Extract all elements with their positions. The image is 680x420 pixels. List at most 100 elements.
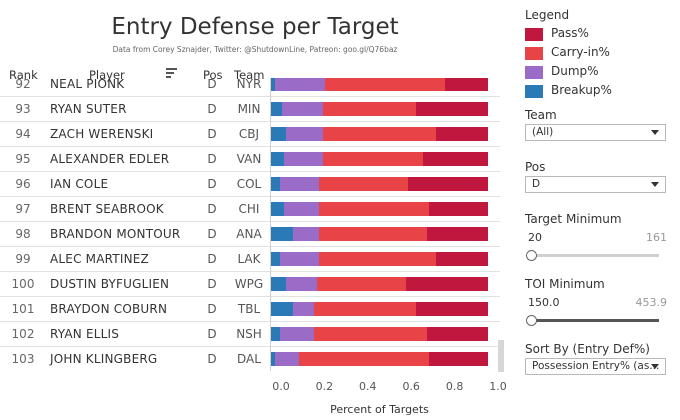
bar-segment-pass[interactable] bbox=[435, 127, 488, 141]
bar-segment-breakup[interactable] bbox=[271, 202, 285, 216]
table-row[interactable]: 97 BRENT SEABROOK D CHI bbox=[0, 197, 500, 222]
player-cell: ALEC MARTINEZ bbox=[50, 252, 149, 266]
table-row[interactable]: 99 ALEC MARTINEZ D LAK bbox=[0, 247, 500, 272]
bar-segment-pass[interactable] bbox=[427, 227, 488, 241]
scrollbar[interactable] bbox=[498, 340, 504, 372]
bar-segment-dump[interactable] bbox=[279, 177, 319, 191]
table-row[interactable]: 96 IAN COLE D COL bbox=[0, 172, 500, 197]
stacked-bar[interactable] bbox=[271, 202, 488, 216]
bar-segment-breakup[interactable] bbox=[271, 152, 285, 166]
bar-segment-pass[interactable] bbox=[429, 202, 488, 216]
rank-cell: 103 bbox=[11, 352, 35, 366]
bar-segment-dump[interactable] bbox=[275, 352, 300, 366]
rank-cell: 94 bbox=[15, 127, 31, 141]
bar-segment-pass[interactable] bbox=[407, 177, 488, 191]
bar-segment-carry-in[interactable] bbox=[323, 127, 436, 141]
bar-segment-dump[interactable] bbox=[279, 252, 319, 266]
bar-segment-breakup[interactable] bbox=[271, 277, 287, 291]
player-cell: NEAL PIONK bbox=[50, 78, 125, 91]
stacked-bar[interactable] bbox=[271, 302, 488, 316]
bar-segment-pass[interactable] bbox=[444, 78, 488, 91]
bar-segment-carry-in[interactable] bbox=[323, 102, 417, 116]
target-min-track[interactable] bbox=[531, 254, 659, 257]
stacked-bar[interactable] bbox=[271, 177, 488, 191]
stacked-bar[interactable] bbox=[271, 352, 488, 366]
table-row[interactable]: 102 RYAN ELLIS D NSH bbox=[0, 322, 500, 347]
bar-segment-pass[interactable] bbox=[422, 152, 488, 166]
bar-segment-pass[interactable] bbox=[435, 252, 488, 266]
bar-segment-pass[interactable] bbox=[429, 352, 488, 366]
bar-segment-carry-in[interactable] bbox=[318, 227, 428, 241]
table-row[interactable]: 94 ZACH WERENSKI D CBJ bbox=[0, 122, 500, 147]
team-cell: NSH bbox=[236, 327, 262, 341]
bar-segment-dump[interactable] bbox=[279, 327, 315, 341]
x-tick-label: 0.4 bbox=[359, 380, 377, 393]
stacked-bar[interactable] bbox=[271, 252, 488, 266]
bar-segment-breakup[interactable] bbox=[271, 327, 280, 341]
player-cell: BRANDON MONTOUR bbox=[50, 227, 181, 241]
bar-segment-breakup[interactable] bbox=[271, 102, 282, 116]
bar-segment-carry-in[interactable] bbox=[316, 277, 406, 291]
bar-segment-dump[interactable] bbox=[281, 102, 324, 116]
stacked-bar[interactable] bbox=[271, 102, 488, 116]
bar-segment-breakup[interactable] bbox=[271, 78, 276, 91]
bar-segment-breakup[interactable] bbox=[271, 177, 280, 191]
player-cell: RYAN SUTER bbox=[50, 102, 127, 116]
bar-segment-carry-in[interactable] bbox=[299, 352, 430, 366]
bar-segment-breakup[interactable] bbox=[271, 302, 293, 316]
table-row[interactable]: 93 RYAN SUTER D MIN bbox=[0, 97, 500, 122]
team-cell: NYR bbox=[236, 78, 262, 91]
bar-segment-breakup[interactable] bbox=[271, 227, 293, 241]
pos-cell: D bbox=[207, 277, 217, 291]
team-cell: CHI bbox=[238, 202, 260, 216]
bar-segment-carry-in[interactable] bbox=[314, 327, 428, 341]
table-row[interactable]: 103 JOHN KLINGBERG D DAL bbox=[0, 347, 500, 371]
stacked-bar[interactable] bbox=[271, 277, 488, 291]
bar-segment-carry-in[interactable] bbox=[314, 302, 417, 316]
bar-segment-pass[interactable] bbox=[405, 277, 488, 291]
rank-cell: 97 bbox=[15, 202, 31, 216]
stacked-bar[interactable] bbox=[271, 127, 488, 141]
rank-cell: 92 bbox=[15, 78, 31, 91]
bar-segment-dump[interactable] bbox=[284, 152, 324, 166]
bar-segment-breakup[interactable] bbox=[271, 352, 276, 366]
toi-min-track[interactable] bbox=[531, 319, 659, 322]
toi-min-knob[interactable] bbox=[526, 315, 537, 326]
x-tick-label: 0.8 bbox=[445, 380, 464, 393]
bar-segment-carry-in[interactable] bbox=[318, 177, 408, 191]
bar-segment-dump[interactable] bbox=[286, 277, 317, 291]
bar-segment-dump[interactable] bbox=[292, 302, 315, 316]
bar-segment-pass[interactable] bbox=[427, 327, 488, 341]
table-row[interactable]: 92 NEAL PIONK D NYR bbox=[0, 78, 500, 97]
bar-segment-carry-in[interactable] bbox=[325, 78, 445, 91]
team-filter-select[interactable]: (All) bbox=[525, 124, 666, 141]
bar-segment-dump[interactable] bbox=[286, 127, 324, 141]
sort-icon[interactable] bbox=[166, 68, 177, 78]
table-row[interactable]: 100 DUSTIN BYFUGLIEN D WPG bbox=[0, 272, 500, 297]
stacked-bar[interactable] bbox=[271, 327, 488, 341]
stacked-bar[interactable] bbox=[271, 152, 488, 166]
table-row[interactable]: 98 BRANDON MONTOUR D ANA bbox=[0, 222, 500, 247]
pos-filter-select[interactable]: D bbox=[525, 176, 666, 193]
legend-title: Legend bbox=[525, 8, 570, 22]
team-cell: DAL bbox=[237, 352, 261, 366]
stacked-bar[interactable] bbox=[271, 227, 488, 241]
target-min-max: 161 bbox=[646, 231, 667, 244]
bar-segment-breakup[interactable] bbox=[271, 127, 287, 141]
bar-segment-carry-in[interactable] bbox=[318, 202, 430, 216]
stacked-bar[interactable] bbox=[271, 78, 488, 91]
bar-segment-dump[interactable] bbox=[275, 78, 326, 91]
table-row[interactable]: 101 BRAYDON COBURN D TBL bbox=[0, 297, 500, 322]
pos-cell: D bbox=[207, 327, 217, 341]
target-min-knob[interactable] bbox=[526, 250, 537, 261]
bar-segment-pass[interactable] bbox=[416, 102, 488, 116]
sort-by-label: Sort By (Entry Def%) bbox=[525, 342, 650, 356]
sort-by-select[interactable]: Possession Entry% (as... bbox=[525, 358, 666, 375]
bar-segment-dump[interactable] bbox=[284, 202, 319, 216]
table-row[interactable]: 95 ALEXANDER EDLER D VAN bbox=[0, 147, 500, 172]
bar-segment-breakup[interactable] bbox=[271, 252, 280, 266]
bar-segment-carry-in[interactable] bbox=[318, 252, 436, 266]
bar-segment-carry-in[interactable] bbox=[323, 152, 423, 166]
bar-segment-pass[interactable] bbox=[416, 302, 488, 316]
bar-segment-dump[interactable] bbox=[292, 227, 319, 241]
